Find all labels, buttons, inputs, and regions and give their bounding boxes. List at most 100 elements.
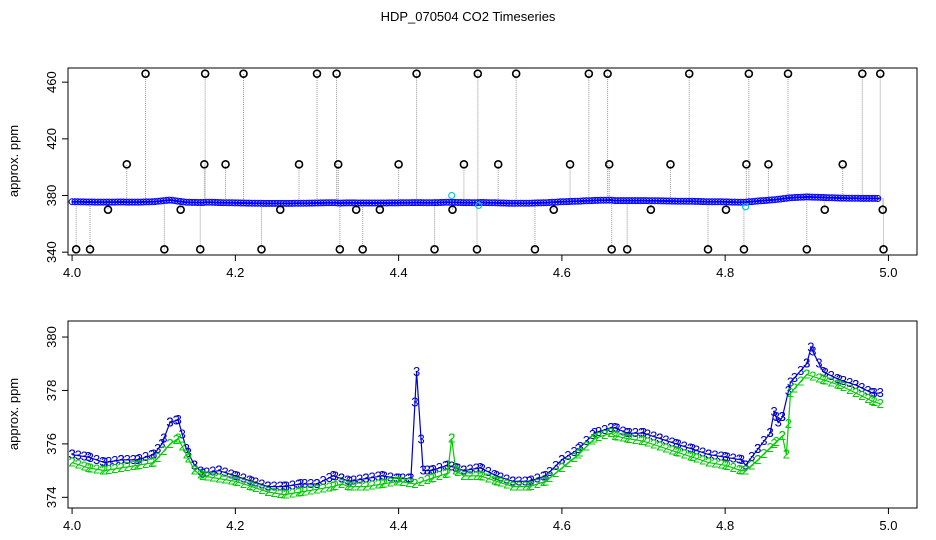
series-2-point: 2: [452, 463, 459, 478]
series-2-marker: 2: [766, 440, 773, 455]
series-2-point: 2: [150, 455, 157, 470]
series-3-marker: 3: [687, 441, 694, 456]
series-3-point: 3: [624, 425, 631, 440]
series-3-marker: 3: [840, 373, 847, 388]
series-3-marker: 3: [485, 464, 492, 479]
series-2-marker: 2: [528, 478, 535, 493]
series-2-marker: 2: [742, 463, 749, 478]
series-2-marker: 2: [834, 376, 841, 391]
series-3-point: 3: [852, 377, 859, 392]
series-2-marker: 2: [246, 478, 253, 493]
bottom-x-tick-label: 5.0: [879, 518, 897, 533]
series-2-point: 2: [836, 377, 843, 392]
series-3-marker: 3: [583, 433, 590, 448]
outlier-point: [739, 245, 749, 254]
series-2-marker: 2: [644, 435, 651, 450]
series-3-point: 3: [803, 356, 810, 371]
series-3-marker: 3: [534, 471, 541, 486]
series-3-point: 3: [338, 471, 345, 486]
series-2-marker: 2: [473, 468, 480, 483]
series-2-point: 2: [134, 457, 141, 472]
series-2-marker: 2: [93, 461, 100, 476]
series-2-marker: 2: [791, 381, 798, 396]
series-3-marker: 3: [619, 423, 626, 438]
outlier-point: [584, 69, 594, 78]
series-3-marker: 3: [509, 473, 516, 488]
series-2-marker: 2: [870, 394, 877, 409]
series-2-marker: 2: [515, 479, 522, 494]
series-3-marker: 3: [491, 467, 498, 482]
series-3-marker: 3: [197, 463, 204, 478]
series-3-marker: 3: [393, 470, 400, 485]
series-3-point: 3: [248, 473, 255, 488]
series-2-point: 2: [101, 463, 108, 478]
series-2-marker: 2: [730, 460, 737, 475]
series-3-marker: 3: [191, 457, 198, 472]
series-3-point: 3: [775, 415, 782, 430]
bottom-x-tick-label: 4.8: [716, 518, 734, 533]
series-2-point: 2: [787, 385, 794, 400]
series-2-marker: 2: [454, 464, 461, 479]
series-2-point: 2: [297, 484, 304, 499]
series-3-marker: 3: [166, 415, 173, 430]
outlier-point: [85, 245, 95, 254]
series-3-marker: 3: [240, 471, 247, 486]
series-2-marker: 2: [503, 477, 510, 492]
top-x-tick-label: 4.2: [226, 265, 244, 280]
alt-point: [741, 203, 750, 211]
series-2-marker: 2: [417, 474, 424, 489]
series-3-marker: 3: [442, 458, 449, 473]
series-3-marker: 3: [417, 432, 424, 447]
series-3-marker: 3: [497, 469, 504, 484]
series-2-marker: 2: [203, 469, 210, 484]
bottom-y-axis-label: approx. ppm: [6, 378, 21, 450]
series-2-point: 2: [819, 372, 826, 387]
series-3-point: 3: [836, 372, 843, 387]
series-3-marker: 3: [209, 464, 216, 479]
series-2-marker: 2: [399, 474, 406, 489]
outlier-point: [358, 245, 368, 254]
series-2-point: 2: [611, 428, 618, 443]
series-3-marker: 3: [460, 463, 467, 478]
series-2-point: 2: [607, 425, 614, 440]
series-2-point: 2: [338, 476, 345, 491]
series-3-marker: 3: [246, 473, 253, 488]
series-2-marker: 2: [301, 483, 308, 498]
series-2-marker: 2: [136, 457, 143, 472]
series-2-marker: 2: [864, 391, 871, 406]
series-2-marker: 2: [858, 388, 865, 403]
series-3-marker: 3: [344, 473, 351, 488]
outlier-point: [160, 245, 169, 254]
series-3-marker: 3: [93, 452, 100, 467]
outlier-point: [335, 245, 345, 254]
series-point: [871, 194, 879, 202]
series-3-point: 3: [407, 471, 414, 486]
series-2-point: 2: [803, 366, 810, 381]
series-2-marker: 2: [350, 479, 357, 494]
series-2-point: 2: [493, 473, 500, 488]
series-2-marker: 2: [313, 481, 320, 496]
series-3-point: 3: [313, 476, 320, 491]
series-2-marker: 2: [436, 468, 443, 483]
series-2-marker: 2: [270, 485, 277, 500]
series-2-marker: 2: [558, 460, 565, 475]
series-2-marker: 2: [356, 479, 363, 494]
series-3-marker: 3: [368, 470, 375, 485]
outlier-point: [879, 245, 888, 254]
outlier-point: [530, 245, 540, 254]
series-3-marker: 3: [626, 425, 633, 440]
series-2-marker: 2: [852, 385, 859, 400]
series-2-marker: 2: [75, 457, 82, 472]
series-3-marker: 3: [675, 437, 682, 452]
series-2-point: 2: [85, 460, 92, 475]
series-2-marker: 2: [748, 457, 755, 472]
series-3-point: 3: [101, 455, 108, 470]
series-2-point: 2: [362, 479, 369, 494]
series-3-marker: 3: [117, 452, 124, 467]
series-2-marker: 2: [760, 446, 767, 461]
series-3-marker: 3: [822, 365, 829, 380]
series-2-marker: 2: [258, 482, 265, 497]
series-3-marker: 3: [142, 449, 149, 464]
series-2-marker: 2: [368, 478, 375, 493]
series-2-marker: 2: [711, 456, 718, 471]
